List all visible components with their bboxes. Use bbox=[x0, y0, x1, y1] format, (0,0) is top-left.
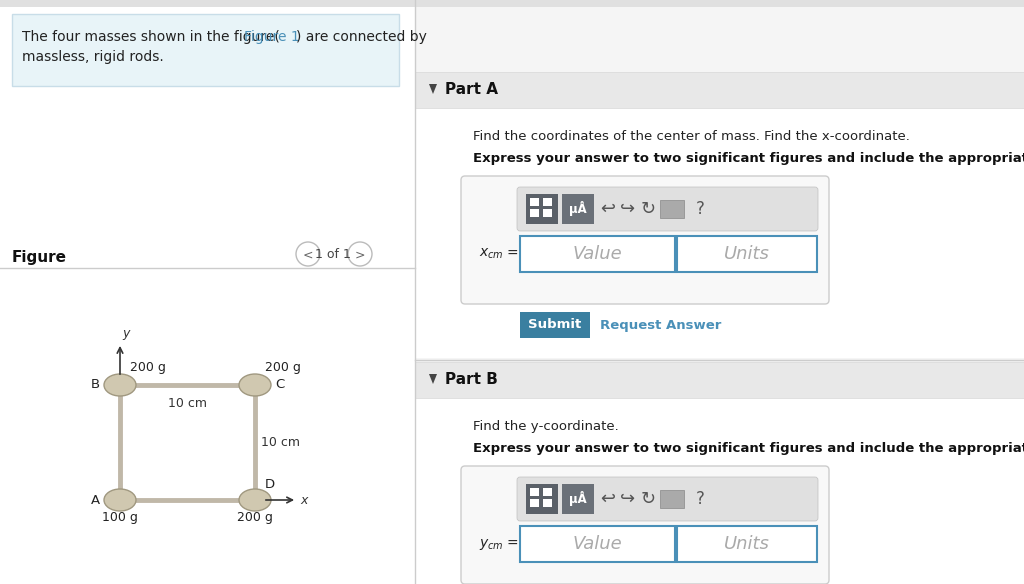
Text: Value: Value bbox=[572, 245, 623, 263]
Text: ?: ? bbox=[695, 200, 705, 218]
Text: x: x bbox=[300, 495, 307, 507]
FancyBboxPatch shape bbox=[461, 176, 829, 304]
Text: Express your answer to two significant figures and include the appropriate units: Express your answer to two significant f… bbox=[473, 442, 1024, 455]
Polygon shape bbox=[429, 374, 437, 384]
Circle shape bbox=[296, 242, 319, 266]
Text: $y_{cm}$: $y_{cm}$ bbox=[479, 537, 504, 551]
Text: ) are connected by: ) are connected by bbox=[296, 30, 427, 44]
FancyBboxPatch shape bbox=[517, 477, 818, 521]
FancyBboxPatch shape bbox=[543, 488, 552, 496]
Ellipse shape bbox=[104, 374, 136, 396]
FancyBboxPatch shape bbox=[530, 488, 539, 496]
FancyBboxPatch shape bbox=[415, 398, 1024, 584]
Text: Units: Units bbox=[724, 535, 770, 553]
FancyBboxPatch shape bbox=[530, 198, 539, 206]
Text: μÅ: μÅ bbox=[569, 201, 587, 217]
Text: Express your answer to two significant figures and include the appropriate units: Express your answer to two significant f… bbox=[473, 152, 1024, 165]
Text: =: = bbox=[507, 247, 518, 261]
Text: The four masses shown in the figure(: The four masses shown in the figure( bbox=[22, 30, 280, 44]
Text: Find the ⁣y⁣-coordinate.: Find the ⁣y⁣-coordinate. bbox=[473, 420, 618, 433]
Text: =: = bbox=[507, 537, 518, 551]
FancyBboxPatch shape bbox=[0, 0, 1024, 7]
Text: $x_{cm}$: $x_{cm}$ bbox=[479, 247, 504, 261]
Text: Find the coordinates of the center of mass. Find the ⁣x⁣-coordinate.: Find the coordinates of the center of ma… bbox=[473, 130, 910, 143]
Text: 200 g: 200 g bbox=[130, 360, 166, 374]
FancyBboxPatch shape bbox=[520, 312, 590, 338]
Text: 200 g: 200 g bbox=[238, 512, 273, 524]
Text: Part A: Part A bbox=[445, 82, 498, 98]
FancyBboxPatch shape bbox=[677, 526, 817, 562]
FancyBboxPatch shape bbox=[677, 236, 817, 272]
FancyBboxPatch shape bbox=[543, 198, 552, 206]
Text: Units: Units bbox=[724, 245, 770, 263]
FancyBboxPatch shape bbox=[415, 72, 1024, 108]
FancyBboxPatch shape bbox=[543, 209, 552, 217]
Text: massless, rigid rods.: massless, rigid rods. bbox=[22, 50, 164, 64]
Text: A: A bbox=[91, 493, 100, 506]
Text: ↪: ↪ bbox=[621, 490, 636, 508]
Text: Submit: Submit bbox=[528, 318, 582, 332]
FancyBboxPatch shape bbox=[415, 362, 1024, 398]
Text: ↻: ↻ bbox=[640, 490, 655, 508]
FancyBboxPatch shape bbox=[660, 200, 684, 218]
Text: ↩: ↩ bbox=[600, 490, 615, 508]
Polygon shape bbox=[429, 84, 437, 94]
Ellipse shape bbox=[239, 374, 271, 396]
Text: Part B: Part B bbox=[445, 373, 498, 388]
FancyBboxPatch shape bbox=[461, 466, 829, 584]
Text: 10 cm: 10 cm bbox=[261, 436, 300, 449]
Text: ↩: ↩ bbox=[600, 200, 615, 218]
FancyBboxPatch shape bbox=[530, 499, 539, 507]
Circle shape bbox=[348, 242, 372, 266]
Text: D: D bbox=[265, 478, 275, 491]
Text: 1 of 1: 1 of 1 bbox=[315, 249, 351, 262]
Text: 200 g: 200 g bbox=[265, 360, 301, 374]
Text: >: > bbox=[354, 249, 366, 262]
Text: <: < bbox=[303, 249, 313, 262]
FancyBboxPatch shape bbox=[543, 499, 552, 507]
FancyBboxPatch shape bbox=[12, 14, 399, 86]
FancyBboxPatch shape bbox=[415, 7, 1024, 584]
FancyBboxPatch shape bbox=[517, 187, 818, 231]
Text: B: B bbox=[91, 378, 100, 391]
Text: Value: Value bbox=[572, 535, 623, 553]
Ellipse shape bbox=[104, 489, 136, 511]
Text: 10 cm: 10 cm bbox=[168, 397, 207, 410]
Text: 100 g: 100 g bbox=[102, 512, 138, 524]
Text: Figure: Figure bbox=[12, 250, 67, 265]
FancyBboxPatch shape bbox=[520, 526, 675, 562]
Text: y: y bbox=[122, 327, 129, 340]
FancyBboxPatch shape bbox=[526, 484, 558, 514]
FancyBboxPatch shape bbox=[526, 194, 558, 224]
Text: μÅ: μÅ bbox=[569, 492, 587, 506]
FancyBboxPatch shape bbox=[660, 490, 684, 508]
FancyBboxPatch shape bbox=[530, 209, 539, 217]
FancyBboxPatch shape bbox=[520, 236, 675, 272]
Text: ?: ? bbox=[695, 490, 705, 508]
Text: ↻: ↻ bbox=[640, 200, 655, 218]
Text: Figure 1: Figure 1 bbox=[244, 30, 300, 44]
FancyBboxPatch shape bbox=[415, 108, 1024, 358]
FancyBboxPatch shape bbox=[562, 484, 594, 514]
Text: Request Answer: Request Answer bbox=[600, 318, 721, 332]
Ellipse shape bbox=[239, 489, 271, 511]
Text: C: C bbox=[275, 378, 285, 391]
Text: ↪: ↪ bbox=[621, 200, 636, 218]
FancyBboxPatch shape bbox=[562, 194, 594, 224]
FancyBboxPatch shape bbox=[0, 7, 415, 584]
